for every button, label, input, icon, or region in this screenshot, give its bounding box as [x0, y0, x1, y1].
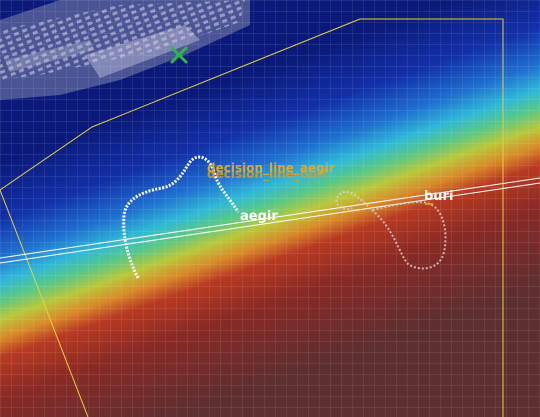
zone-border [360, 18, 504, 417]
zone-border-left [0, 18, 361, 417]
aegir-label[interactable]: aegir [240, 209, 278, 224]
route-line [0, 177, 540, 259]
decision-line-buri-label: decision_line_buri [207, 167, 327, 182]
buri-label[interactable]: buri [424, 189, 453, 204]
route-line-2 [0, 182, 540, 264]
x-marker-icon [170, 46, 188, 64]
track-aegir [122, 155, 240, 279]
track-buri [335, 191, 447, 270]
decision-line-aegir-label: decision_line_aegir [207, 161, 335, 176]
